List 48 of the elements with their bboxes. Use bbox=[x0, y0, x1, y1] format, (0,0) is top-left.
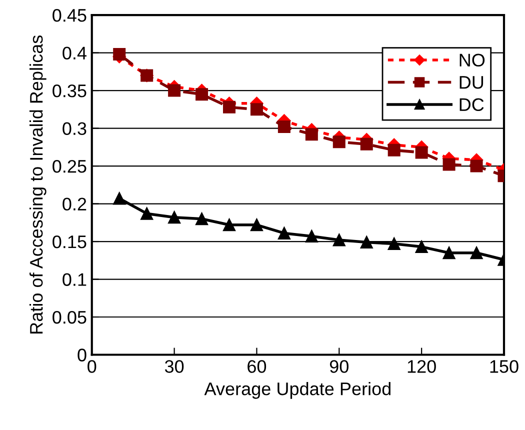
x-axis-title: Average Update Period bbox=[204, 382, 390, 399]
point bbox=[388, 144, 400, 156]
x-tick-label: 90 bbox=[330, 360, 348, 373]
point bbox=[113, 48, 126, 61]
point bbox=[223, 100, 236, 114]
point bbox=[196, 212, 208, 226]
point bbox=[360, 236, 373, 249]
legend-label: DC bbox=[460, 98, 484, 112]
y-tick-label: 0.15 bbox=[52, 235, 86, 248]
point bbox=[278, 226, 290, 240]
legend-label: DU bbox=[460, 76, 484, 89]
point bbox=[360, 138, 373, 150]
x-tick-label: 120 bbox=[408, 360, 436, 373]
point bbox=[442, 158, 456, 171]
point bbox=[305, 128, 318, 141]
y-tick-label: 0.3 bbox=[62, 122, 86, 136]
y-tick-label: 0.45 bbox=[52, 8, 86, 22]
point bbox=[415, 146, 428, 159]
y-axis-title: Ratio of Accessing to Invalid Replicas bbox=[29, 36, 46, 334]
point bbox=[442, 246, 456, 260]
y-tick-label: 0.4 bbox=[62, 46, 86, 60]
point bbox=[305, 230, 318, 242]
y-tick-label: 0 bbox=[78, 348, 86, 362]
point bbox=[470, 246, 483, 260]
y-tick-label: 0.35 bbox=[52, 84, 86, 98]
point bbox=[168, 211, 181, 224]
point bbox=[415, 240, 428, 254]
point bbox=[250, 218, 263, 232]
x-tick-label: 150 bbox=[490, 360, 518, 373]
point bbox=[113, 192, 126, 205]
x-tick-label: 0 bbox=[88, 360, 96, 373]
y-tick-label: 0.05 bbox=[52, 310, 86, 324]
point bbox=[388, 238, 400, 250]
y-tick-label: 0.2 bbox=[62, 198, 86, 210]
y-tick-label: 0.1 bbox=[62, 273, 86, 286]
point bbox=[470, 160, 483, 172]
point bbox=[250, 103, 263, 116]
point bbox=[332, 136, 346, 148]
point bbox=[278, 120, 290, 134]
point bbox=[168, 84, 181, 97]
point bbox=[332, 234, 346, 246]
x-tick-label: 30 bbox=[164, 360, 184, 373]
point bbox=[196, 88, 208, 101]
legend-label: NO bbox=[460, 54, 485, 67]
y-tick-label: 0.25 bbox=[52, 160, 86, 173]
point bbox=[223, 218, 236, 232]
point bbox=[140, 207, 154, 220]
x-tick-label: 60 bbox=[248, 360, 266, 373]
